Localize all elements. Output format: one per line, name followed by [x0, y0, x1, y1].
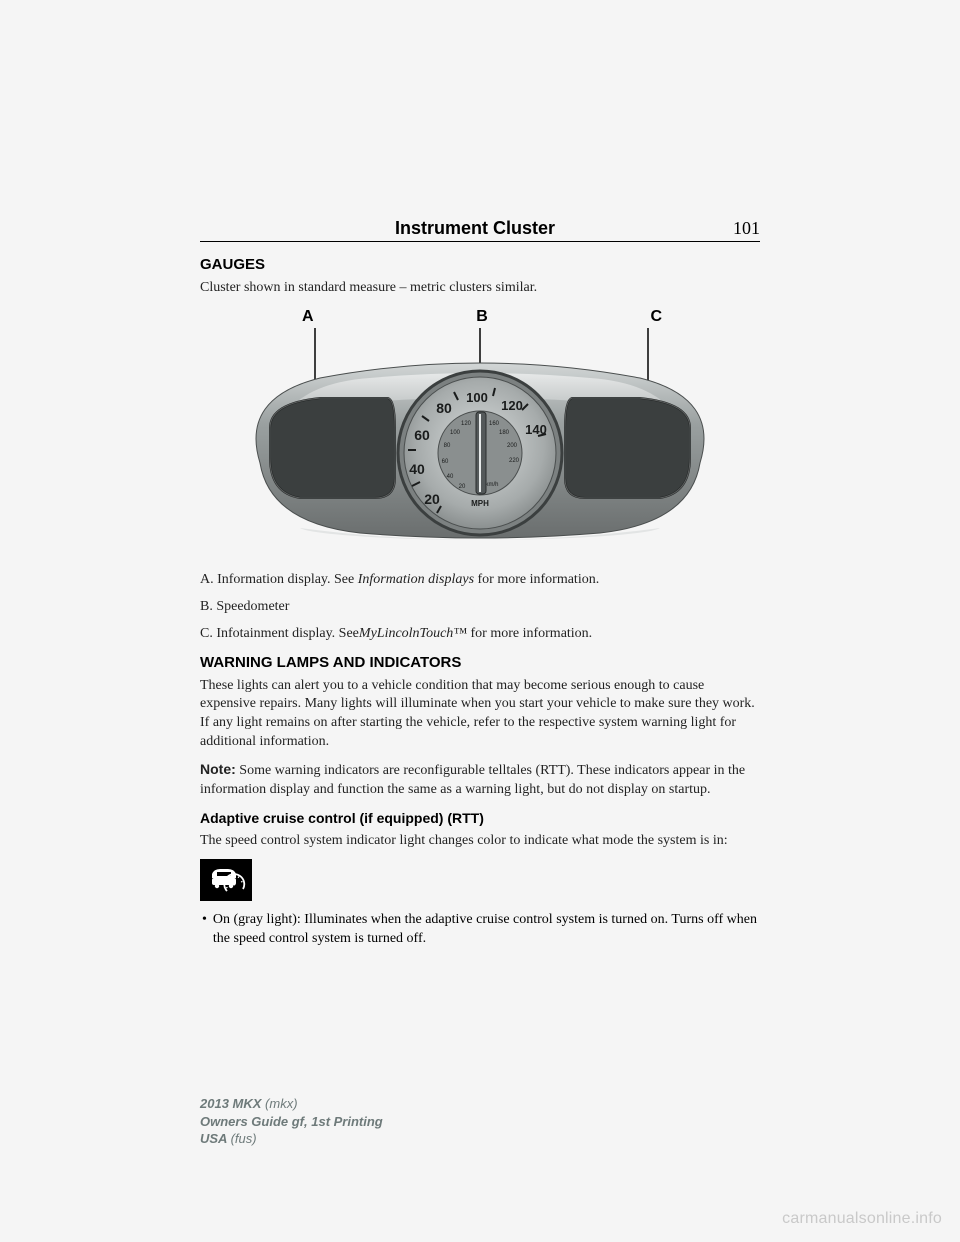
label-b: B	[476, 308, 488, 326]
svg-text:120: 120	[461, 421, 472, 427]
svg-text:220: 220	[509, 458, 520, 464]
acc-bullet-text: On (gray light): Illuminates when the ad…	[213, 911, 760, 949]
gauge-item-b: B. Speedometer	[200, 598, 760, 617]
svg-text:80: 80	[444, 443, 451, 449]
svg-text:40: 40	[447, 474, 454, 480]
gauge-item-c: C. Infotainment display. SeeMyLincolnTou…	[200, 625, 760, 644]
gauges-heading: GAUGES	[200, 256, 760, 273]
page-number: 101	[733, 218, 760, 239]
svg-text:60: 60	[414, 427, 430, 443]
svg-text:20: 20	[424, 491, 440, 507]
acc-icon	[200, 859, 252, 901]
bullet-icon: •	[202, 911, 207, 949]
instrument-cluster-figure: A B C	[240, 308, 720, 553]
warning-heading: WARNING LAMPS AND INDICATORS	[200, 654, 760, 671]
chapter-title: Instrument Cluster	[395, 218, 555, 239]
acc-para: The speed control system indicator light…	[200, 832, 760, 851]
svg-text:MPH: MPH	[471, 499, 489, 508]
svg-text:100: 100	[466, 390, 488, 405]
svg-text:40: 40	[409, 461, 425, 477]
svg-text:20: 20	[459, 484, 466, 490]
svg-text:100: 100	[450, 430, 461, 436]
gauge-item-a: A. Information display. See Information …	[200, 571, 760, 590]
cluster-illustration: 20 40 60 80 100 120 140 20 40 60 80 100 …	[240, 328, 720, 553]
acc-bullet: • On (gray light): Illuminates when the …	[202, 911, 760, 949]
svg-text:km/h: km/h	[485, 482, 498, 488]
svg-text:200: 200	[507, 443, 518, 449]
watermark: carmanualsonline.info	[782, 1210, 942, 1228]
warning-note: Note: Some warning indicators are reconf…	[200, 760, 760, 800]
label-c: C	[650, 308, 662, 326]
label-a: A	[302, 308, 314, 326]
svg-text:120: 120	[501, 398, 523, 413]
svg-text:60: 60	[442, 459, 449, 465]
svg-text:80: 80	[436, 400, 452, 416]
gauges-intro: Cluster shown in standard measure – metr…	[200, 279, 760, 298]
acc-heading: Adaptive cruise control (if equipped) (R…	[200, 810, 760, 826]
page-header: Instrument Cluster 101	[200, 218, 760, 242]
svg-text:160: 160	[489, 421, 500, 427]
warning-para: These lights can alert you to a vehicle …	[200, 677, 760, 753]
svg-text:180: 180	[499, 430, 510, 436]
page-footer: 2013 MKX (mkx) Owners Guide gf, 1st Prin…	[200, 1095, 383, 1148]
